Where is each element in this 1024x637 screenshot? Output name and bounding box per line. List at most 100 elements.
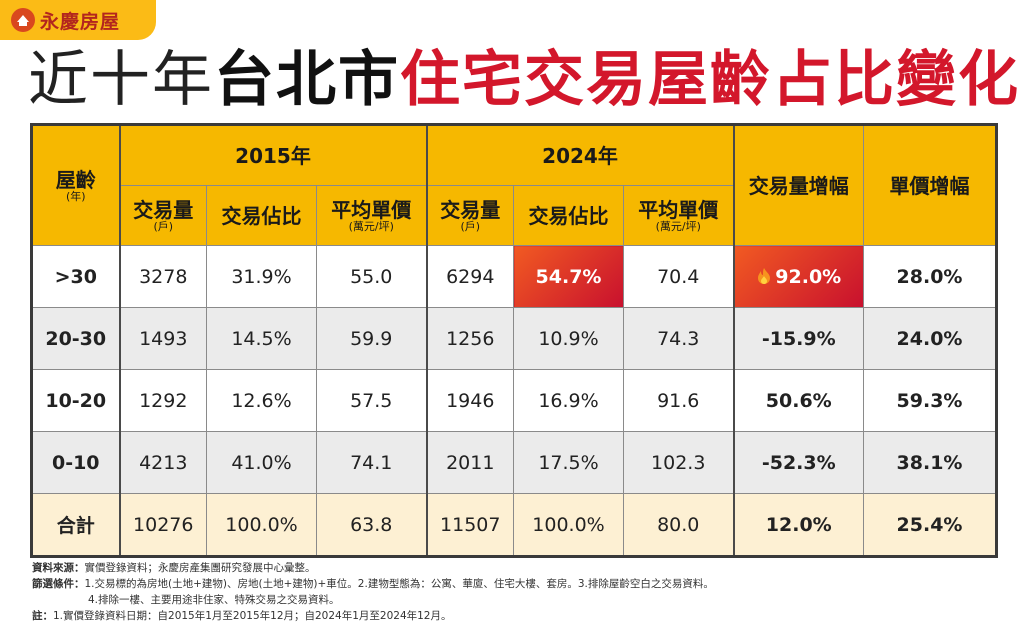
table-cell: 63.8 [316, 493, 427, 557]
header-cell: 平均單價 (萬元/坪) [316, 185, 427, 246]
title-part: 近十年 [28, 45, 214, 115]
header-cell: 單價增幅 [863, 124, 997, 246]
table-cell: -52.3% [732, 431, 864, 494]
table-cell: 16.9% [513, 369, 624, 432]
table-row: 10-20 1292 12.6% 57.5 1946 16.9% 91.6 50.6% 59.3… [31, 369, 997, 432]
note-text: 4.排除一樓、主要用途非住家、特殊交易之交易資料。 [88, 594, 340, 606]
table-cell: 24.0% [863, 307, 997, 370]
table-cell: 1256 [425, 307, 514, 370]
table-cell: 91.6 [623, 369, 734, 432]
group-header: 2024年 [425, 124, 734, 186]
cell-text: 2011 [446, 451, 495, 474]
note-line: 篩選條件：1.交易標的為房地(土地+建物)、房地(土地+建物)+車位。2.建物型… [32, 576, 714, 592]
table-cell: 14.5% [206, 307, 317, 370]
cell-text: >30 [54, 265, 97, 288]
note-text: 1.交易標的為房地(土地+建物)、房地(土地+建物)+車位。2.建物型態為：公寓… [84, 578, 714, 590]
table-cell: 10-20 [31, 369, 120, 432]
cell-text: 91.6 [657, 389, 700, 412]
cell-text: 12.0% [765, 513, 832, 536]
cell-text: 80.0 [657, 513, 700, 536]
note-line: 註：1.實價登錄資料日期：自2015年1月至2015年12月；自2024年1月至… [32, 608, 714, 624]
table-cell: 12.6% [206, 369, 317, 432]
header-cell: 交易量 (戶) [425, 185, 514, 246]
cell-text: 11507 [440, 513, 501, 536]
header-label: 交易佔比 [221, 203, 302, 228]
cell-text: 92.0% [775, 265, 842, 288]
header-label: 交易量 [133, 197, 194, 222]
cell-text: 12.6% [231, 389, 292, 412]
table-cell: 6294 [425, 245, 514, 308]
data-table: 屋齡 (年) 2015年 2024年 交易量增幅 單價增幅 交易量 (戶) 交易佔比 平均單價 (萬… [30, 123, 998, 558]
table-cell: 3278 [118, 245, 207, 308]
flame-icon [758, 267, 771, 284]
header-label: 平均單價 [638, 197, 719, 222]
table-row: >30 3278 31.9% 55.0 6294 54.7% 70.4 92.0% 28.0% [31, 245, 997, 308]
cell-text: 24.0% [896, 327, 963, 350]
table-cell: 59.3% [863, 369, 997, 432]
cell-text: 55.0 [350, 265, 393, 288]
table-row: 合計 10276 100.0% 63.8 11507 100.0% 80.0 12.0% 25.… [31, 493, 997, 557]
title-part: 台北市 [214, 45, 400, 115]
table-cell: 12.0% [732, 493, 864, 557]
header-label: 平均單價 [331, 197, 412, 222]
table-cell: 1946 [425, 369, 514, 432]
header-cell: 交易量增幅 [732, 124, 864, 246]
cell-text: -15.9% [761, 327, 836, 350]
notes: 資料來源：實價登錄資料；永慶房產集團研究發展中心彙整。 篩選條件：1.交易標的為房… [32, 560, 714, 624]
cell-text: 1256 [446, 327, 495, 350]
table-row: 20-30 1493 14.5% 59.9 1256 10.9% 74.3 -15.9% 24.… [31, 307, 997, 370]
cell-text: 31.9% [231, 265, 292, 288]
cell-text: 102.3 [651, 451, 706, 474]
table-cell: 100.0% [513, 493, 624, 557]
note-label: 篩選條件： [32, 578, 85, 590]
header-row: 屋齡 (年) 2015年 2024年 交易量增幅 單價增幅 [31, 124, 997, 246]
table-cell: 25.4% [863, 493, 997, 557]
table-cell: 74.1 [316, 431, 427, 494]
note-label: 資料來源： [32, 562, 85, 574]
table-cell: 28.0% [863, 245, 997, 308]
header-unit: (年) [65, 189, 86, 203]
table-cell: 70.4 [623, 245, 734, 308]
header-cell: 交易量 (戶) [118, 185, 207, 246]
table-row: 0-10 4213 41.0% 74.1 2011 17.5% 102.3 -52.3% 38.… [31, 431, 997, 494]
cell-text: 10276 [133, 513, 194, 536]
table-cell: 2011 [425, 431, 514, 494]
header-cell: 平均單價 (萬元/坪) [623, 185, 734, 246]
table-cell: 102.3 [623, 431, 734, 494]
cell-text: 1946 [446, 389, 495, 412]
brand-logo: 永慶房屋 [0, 0, 156, 40]
note-line: 資料來源：實價登錄資料；永慶房產集團研究發展中心彙整。 [32, 560, 714, 576]
header-cell: 交易佔比 [513, 185, 624, 246]
cell-text: 14.5% [231, 327, 292, 350]
cell-text: 59.9 [350, 327, 393, 350]
table-cell: 17.5% [513, 431, 624, 494]
note-label: 註： [32, 610, 53, 622]
header-unit: (戶) [153, 219, 174, 233]
cell-text: 57.5 [350, 389, 393, 412]
cell-text: 25.4% [896, 513, 963, 536]
cell-text: 41.0% [231, 451, 292, 474]
table-cell: 11507 [425, 493, 514, 557]
cell-text: 3278 [139, 265, 188, 288]
table-cell: 55.0 [316, 245, 427, 308]
brand-name: 永慶房屋 [40, 10, 121, 33]
header-unit: (萬元/坪) [348, 219, 394, 233]
note-text: 1.實價登錄資料日期：自2015年1月至2015年12月；自2024年1月至20… [53, 610, 452, 622]
table-cell: 4213 [118, 431, 207, 494]
title: 近十年台北市住宅交易屋齡占比變化 [28, 44, 1018, 116]
header-cell: 交易佔比 [206, 185, 317, 246]
table-cell: 31.9% [206, 245, 317, 308]
table-cell: 74.3 [623, 307, 734, 370]
table-cell: 38.1% [863, 431, 997, 494]
table-cell: 20-30 [31, 307, 120, 370]
table-cell: >30 [31, 245, 120, 308]
cell-text: 54.7% [535, 265, 602, 288]
cell-text: 0-10 [51, 451, 100, 474]
cell-text: 16.9% [538, 389, 599, 412]
cell-text: 70.4 [657, 265, 700, 288]
header-unit: (萬元/坪) [655, 219, 701, 233]
cell-text: 17.5% [538, 451, 599, 474]
header-row: 交易量 (戶) 交易佔比 平均單價 (萬元/坪) 交易量 (戶) 交易佔比 平均單價 (萬元/坪) [32, 185, 997, 246]
table-cell: 59.9 [316, 307, 427, 370]
table-cell: 41.0% [206, 431, 317, 494]
